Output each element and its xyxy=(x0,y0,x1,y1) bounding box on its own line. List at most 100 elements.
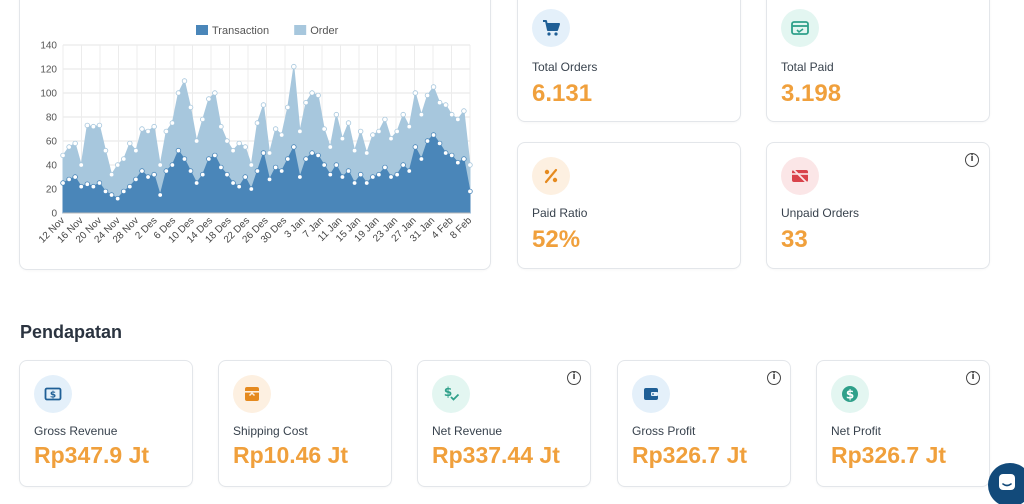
order-point xyxy=(90,123,97,130)
net-revenue-label: Net Revenue xyxy=(432,424,503,438)
transaction-point xyxy=(84,181,90,187)
gross-revenue-value: Rp347.9 Jt xyxy=(34,442,150,468)
transaction-point xyxy=(187,168,194,174)
transaction-point xyxy=(236,183,242,190)
transaction-point xyxy=(200,171,206,178)
order-point xyxy=(193,138,200,144)
transaction-point xyxy=(108,192,115,198)
order-point xyxy=(315,92,321,99)
transaction-point xyxy=(321,162,327,168)
net-revenue-card: $ i Net Revenue Rp337.44 Jt xyxy=(417,360,591,487)
y-tick-label: 60 xyxy=(46,137,58,148)
svg-text:$: $ xyxy=(50,391,56,401)
order-point xyxy=(157,162,163,168)
transaction-point xyxy=(157,192,163,198)
unpaid-orders-info-icon[interactable]: i xyxy=(965,153,979,167)
percent-icon xyxy=(532,157,570,195)
order-point xyxy=(291,63,297,70)
transaction-point xyxy=(242,174,248,180)
legend-swatch xyxy=(294,25,307,35)
order-point xyxy=(339,135,346,142)
order-point xyxy=(388,135,394,142)
svg-text:$: $ xyxy=(846,387,854,401)
transaction-point xyxy=(60,180,66,186)
order-point xyxy=(60,152,66,159)
order-point xyxy=(72,140,78,147)
order-point xyxy=(175,90,182,96)
unpaid-orders-card: i Unpaid Orders 33 xyxy=(766,142,990,269)
gross-profit-card: i Gross Profit Rp326.7 Jt xyxy=(617,360,791,487)
cart-icon xyxy=(532,9,570,47)
order-point xyxy=(169,120,176,126)
transaction-point xyxy=(394,171,400,178)
transaction-point xyxy=(175,147,182,154)
order-point xyxy=(303,99,309,106)
unpaid-orders-label: Unpaid Orders xyxy=(781,206,860,220)
transaction-point xyxy=(218,164,224,171)
transaction-point xyxy=(297,174,303,180)
transaction-point xyxy=(78,183,84,190)
order-point xyxy=(364,150,370,156)
chat-launcher-button[interactable] xyxy=(988,463,1024,504)
net-profit-label: Net Profit xyxy=(831,424,882,438)
order-point xyxy=(96,122,103,129)
order-point xyxy=(351,147,358,154)
transaction-point xyxy=(212,152,218,159)
order-point xyxy=(436,99,443,106)
paid-ratio-card: Paid Ratio 52% xyxy=(517,142,741,269)
net-profit-value: Rp326.7 Jt xyxy=(831,442,947,468)
order-point xyxy=(455,116,461,123)
transaction-point xyxy=(430,132,437,138)
orders-chart-card: 0 20 40 60 80 100 120 140 12 Nov 16 Nov 20 Nov 24 N… xyxy=(19,0,491,270)
shipping-cost-label: Shipping Cost xyxy=(233,424,308,438)
order-point xyxy=(242,144,248,150)
transaction-point xyxy=(206,156,212,162)
transaction-point xyxy=(278,168,285,174)
transaction-point xyxy=(260,150,267,156)
transaction-point xyxy=(303,156,309,162)
order-point xyxy=(212,90,218,96)
gross-profit-info-icon[interactable]: i xyxy=(767,371,781,385)
transaction-point xyxy=(224,171,230,178)
y-tick-label: 20 xyxy=(46,185,58,196)
net-profit-info-icon[interactable]: i xyxy=(966,371,980,385)
transaction-point xyxy=(461,156,467,162)
transaction-point xyxy=(424,138,431,144)
shipping-cost-value: Rp10.46 Jt xyxy=(233,442,349,468)
order-point xyxy=(406,123,412,130)
order-point xyxy=(278,132,285,138)
transaction-point xyxy=(412,144,419,150)
order-point xyxy=(285,104,291,111)
transaction-point xyxy=(230,180,236,186)
transaction-point xyxy=(163,168,169,174)
transaction-point xyxy=(96,180,103,186)
transaction-point xyxy=(285,156,291,162)
order-point xyxy=(127,140,133,147)
transaction-point xyxy=(382,164,388,171)
transaction-point xyxy=(254,168,261,174)
total-orders-label: Total Orders xyxy=(532,60,598,74)
order-point xyxy=(443,102,449,108)
gross-profit-value: Rp326.7 Jt xyxy=(632,442,748,468)
net-revenue-info-icon[interactable]: i xyxy=(567,371,581,385)
order-point xyxy=(376,128,382,135)
transaction-point xyxy=(406,168,412,174)
transaction-point xyxy=(72,174,78,180)
order-point xyxy=(84,122,90,129)
order-point xyxy=(400,111,406,118)
transaction-point xyxy=(418,156,425,162)
y-tick-label: 120 xyxy=(40,65,57,76)
order-point xyxy=(345,120,352,126)
transaction-point xyxy=(376,171,382,178)
order-point xyxy=(327,144,333,150)
legend-swatch xyxy=(196,25,208,35)
transaction-point xyxy=(357,171,364,178)
transaction-point xyxy=(139,168,145,174)
x-tick-label: 8 Feb xyxy=(448,215,474,241)
transaction-point xyxy=(181,156,188,162)
total-paid-label: Total Paid xyxy=(781,60,834,74)
order-point xyxy=(272,126,279,132)
total-paid-card: Total Paid 3.198 xyxy=(766,0,990,122)
transaction-point xyxy=(436,140,443,147)
transaction-point xyxy=(127,183,133,190)
